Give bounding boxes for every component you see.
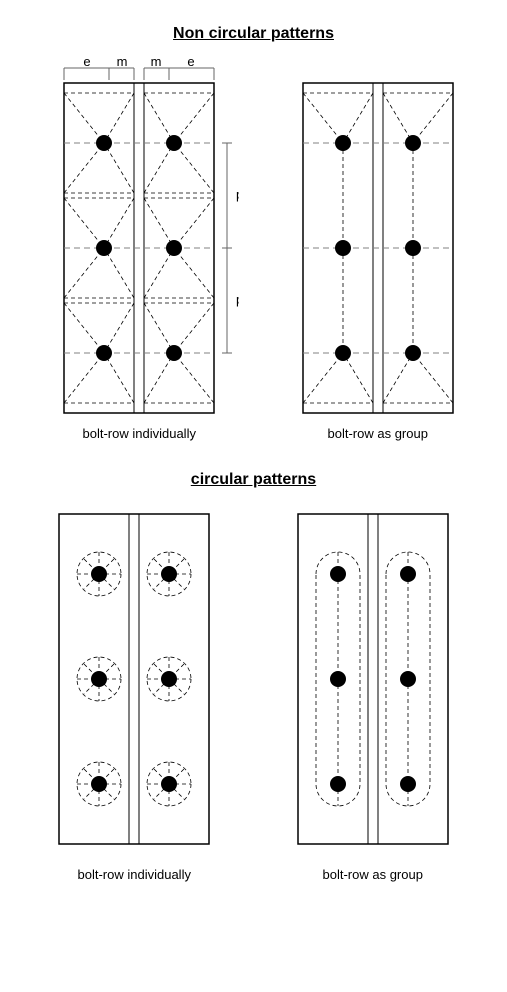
fig-circular-group: bolt-row as group [283,504,463,882]
dim-m-left: m [117,58,128,69]
dim-e-right: e [188,58,195,69]
section2-title: circular patterns [15,471,492,489]
fig-circular-individual: bolt-row individually [44,504,224,882]
noncircular-row: e m m e [15,58,492,441]
section1-title: Non circular patterns [15,25,492,43]
svg-circular-individual [44,504,224,859]
circular-row: bolt-row individually [15,504,492,882]
fig-noncircular-individual: e m m e [39,58,239,441]
caption-c-group: bolt-row as group [323,867,423,882]
dim-m-right: m [151,58,162,69]
caption-c-individual: bolt-row individually [78,867,191,882]
svg-noncircular-group [288,58,468,418]
dim-e-left: e [84,58,91,69]
svg-noncircular-individual: e m m e [39,58,239,418]
fig-noncircular-group: bolt-row as group [288,58,468,441]
caption-nc-group: bolt-row as group [328,426,428,441]
caption-nc-individual: bolt-row individually [83,426,196,441]
dim-p-2: p [236,292,239,307]
svg-circular-group [283,504,463,859]
dim-p-1: p [236,187,239,202]
